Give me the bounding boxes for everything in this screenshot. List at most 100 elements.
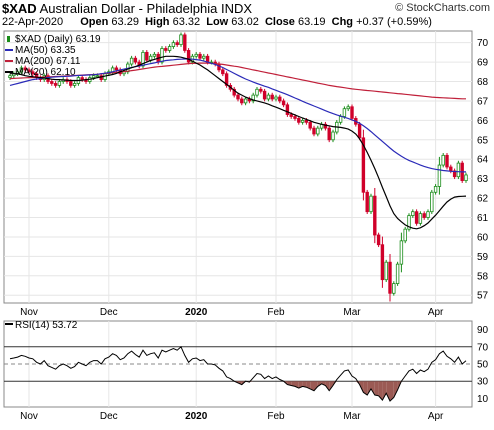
ma200-line (9, 62, 466, 100)
ma20-line (10, 55, 467, 230)
candle-body (167, 46, 172, 51)
candle-body (224, 73, 229, 86)
candle-body (42, 75, 46, 80)
candle-body (456, 162, 461, 178)
x-tick-label: Apr (428, 307, 444, 318)
candle-body (316, 127, 320, 135)
candle-body (23, 67, 27, 71)
candle-body (221, 69, 225, 75)
candle-body (323, 123, 328, 129)
candle-body (312, 127, 316, 135)
candle-body (247, 98, 252, 102)
candle-body (133, 57, 138, 63)
candle-body (293, 116, 297, 119)
candle-body (88, 77, 92, 82)
open-value: 63.29 (111, 16, 139, 28)
candle-body (202, 55, 206, 59)
candle-body (441, 154, 445, 166)
rsi-oversold-fill (378, 381, 383, 401)
price-y-tick: 58 (477, 271, 489, 282)
price-y-tick: 66 (477, 116, 489, 127)
exchange: INDX (220, 1, 253, 16)
rsi-oversold-fill (386, 381, 390, 401)
close-value: 63.19 (297, 16, 326, 28)
price-legend-entry: MA(20) 62.10 (15, 67, 76, 78)
rsi-oversold-fill (390, 381, 394, 401)
rsi-x-tick-label: Dec (100, 411, 118, 422)
rsi-x-tick-label: Apr (428, 411, 444, 422)
low-label: Low (206, 16, 229, 28)
quote-date: 22-Apr-2020 (2, 16, 64, 28)
rsi-x-tick-label: 2020 (185, 411, 208, 422)
rsi-line (9, 345, 467, 402)
rsi-oversold-fill (283, 381, 288, 385)
rsi-oversold-fill (397, 381, 402, 390)
rsi-y-tick: 90 (477, 325, 489, 336)
candle-body (278, 96, 282, 102)
candle-body (240, 98, 244, 104)
rsi-oversold-fill (234, 381, 238, 383)
candle-body (12, 73, 16, 77)
brand-credit: © StockCharts.com (395, 2, 490, 14)
candle-body (361, 137, 366, 193)
candle-body (76, 77, 81, 84)
rsi-oversold-fill (314, 381, 318, 391)
candle-body (152, 53, 157, 57)
candle-body (354, 118, 358, 125)
candle-body (190, 55, 195, 63)
candle-body (122, 71, 126, 75)
candle-body (145, 51, 149, 61)
candle-body (171, 42, 176, 47)
rsi-oversold-fill (393, 381, 398, 398)
rsi-oversold-fill (306, 381, 311, 389)
candle-body (274, 96, 278, 100)
candle-body (289, 114, 293, 117)
candle-body (57, 81, 62, 86)
candle-body (350, 106, 354, 119)
candle-body (126, 63, 130, 73)
candle-body (392, 283, 396, 294)
candle-body (179, 34, 183, 46)
price-panel (3, 30, 473, 304)
candle-body (422, 213, 426, 218)
price-legend-entry: MA(200) 67.11 (15, 56, 81, 67)
candle-body (69, 81, 73, 86)
rsi-oversold-fill (321, 381, 326, 386)
rsi-oversold-fill (302, 381, 307, 388)
rsi-y-tick: 50 (477, 360, 489, 371)
candle-body (251, 94, 255, 102)
rsi-oversold-fill (249, 381, 254, 383)
candle-body (194, 53, 198, 57)
candle-body (297, 118, 301, 123)
candle-body (72, 83, 77, 86)
candle-body (84, 79, 88, 82)
candle-body (259, 88, 263, 92)
candle-body (15, 71, 20, 75)
candle-body (464, 174, 468, 181)
candle-body (327, 127, 331, 141)
candle-body (148, 55, 153, 61)
candle-body (228, 85, 233, 90)
candle-body (342, 108, 347, 117)
rsi-oversold-fill (374, 381, 379, 396)
candle-body (308, 121, 312, 129)
candle-body (365, 191, 369, 213)
candle-body (411, 211, 415, 216)
candle-body (399, 240, 404, 265)
candle-body (183, 34, 187, 51)
high-label: High (145, 16, 170, 28)
candle-body (437, 164, 442, 187)
candle-body (281, 100, 286, 106)
candle-body (319, 123, 324, 129)
candle-body (50, 81, 54, 84)
candle-body (331, 131, 335, 141)
price-y-tick: 69 (477, 58, 489, 69)
rsi-y-tick: 30 (477, 377, 489, 388)
candle-body (395, 263, 400, 284)
candle-body (452, 170, 457, 178)
x-tick-label: Dec (100, 307, 118, 318)
candle-body (418, 213, 423, 224)
candle-body (8, 75, 12, 79)
price-y-tick: 57 (477, 291, 489, 302)
chg-value: +0.37 (+0.59%) (356, 16, 432, 28)
